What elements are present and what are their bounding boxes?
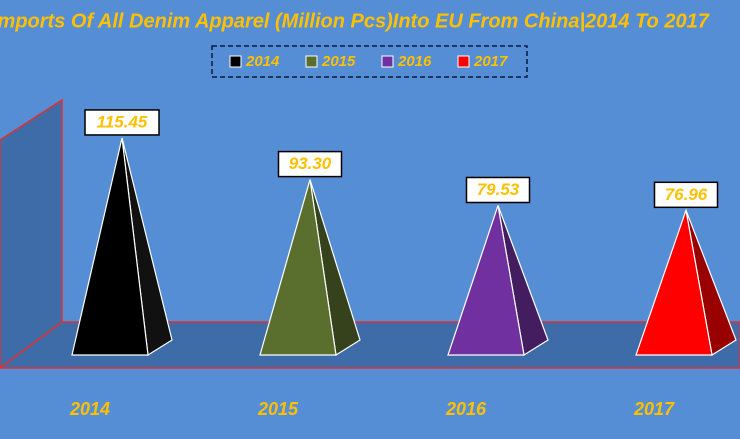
pyramid-front — [447, 205, 525, 356]
pyramid — [259, 179, 361, 356]
pyramid — [71, 137, 173, 357]
legend: 2014 2015 2016 2017 — [229, 53, 508, 70]
x-tick-label: 2017 — [633, 399, 675, 419]
legend-swatch — [229, 55, 242, 68]
value-label: 115.45 — [97, 112, 148, 131]
legend-label: 2014 — [245, 53, 280, 70]
value-label: 93.30 — [289, 154, 332, 173]
legend-swatch — [305, 55, 318, 68]
legend-swatch — [457, 55, 470, 68]
legend-swatch — [381, 55, 394, 68]
x-tick-label: 2016 — [445, 399, 487, 419]
legend-label: 2016 — [397, 53, 432, 70]
legend-label: 2017 — [473, 53, 508, 70]
legend-box — [211, 45, 528, 78]
side-wall — [0, 98, 63, 369]
value-label-box — [465, 176, 531, 204]
pyramid — [447, 205, 549, 356]
pyramid-front — [71, 137, 149, 356]
value-label: 76.96 — [665, 185, 708, 204]
pyramid-front — [635, 207, 713, 356]
pyramid-front — [259, 179, 337, 356]
chart-title: Imports Of All Denim Apparel (Million Pc… — [0, 10, 710, 32]
value-label: 79.53 — [477, 180, 520, 199]
legend-label: 2015 — [321, 53, 356, 70]
value-label-box — [653, 181, 719, 209]
value-label-box — [277, 150, 343, 178]
x-tick-label: 2015 — [257, 399, 299, 419]
x-tick-label: 2014 — [69, 399, 110, 419]
pyramid — [635, 207, 737, 356]
value-label-box — [84, 109, 160, 136]
